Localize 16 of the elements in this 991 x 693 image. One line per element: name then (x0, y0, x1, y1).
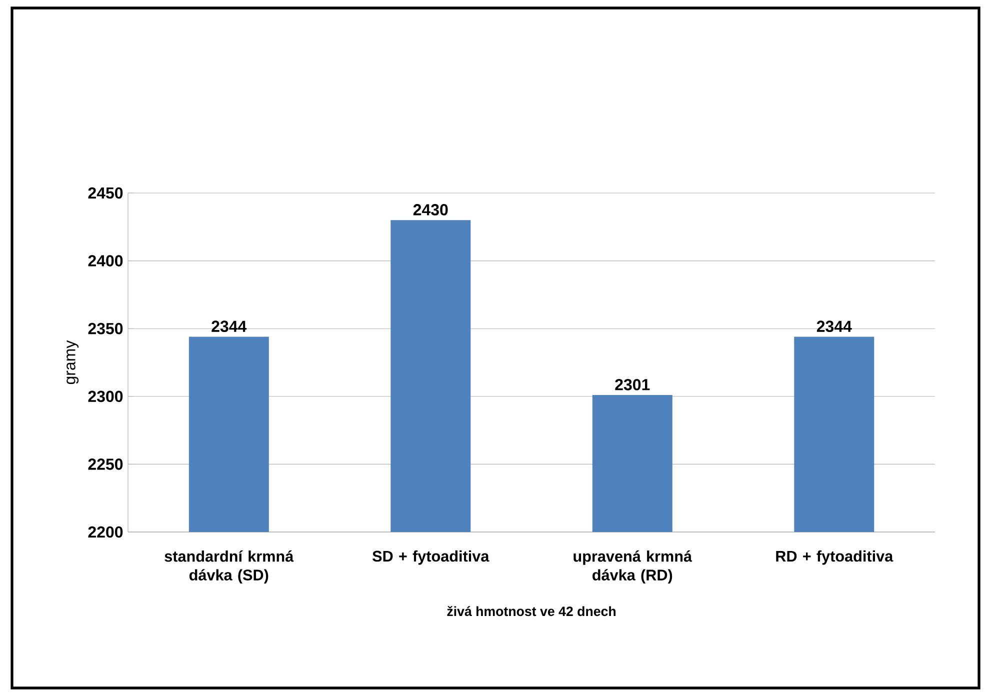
y-tick-label: 2450 (88, 187, 123, 199)
y-axis-title: gramy (66, 340, 79, 384)
x-tick-label: SD + fytoaditiva (372, 550, 490, 565)
x-tick-label: RD + fytoaditiva (776, 550, 894, 565)
y-tick-label: 2200 (88, 526, 123, 538)
y-tick-label: 2400 (88, 255, 123, 266)
x-tick-label: standardní krmná dávka (SD) (164, 550, 294, 584)
data-label: 2430 (413, 204, 448, 216)
y-tick-label: 2250 (88, 458, 123, 470)
y-tick-label: 2300 (88, 390, 123, 402)
x-tick-label: upravená krmná dávka (RD) (574, 550, 692, 584)
y-tick-label: 2350 (88, 322, 123, 334)
data-label: 2344 (816, 320, 852, 332)
data-label: 2301 (615, 378, 650, 390)
data-label: 2344 (212, 320, 247, 332)
x-axis-title: živá hmotnost ve 42 dnech (447, 606, 616, 616)
